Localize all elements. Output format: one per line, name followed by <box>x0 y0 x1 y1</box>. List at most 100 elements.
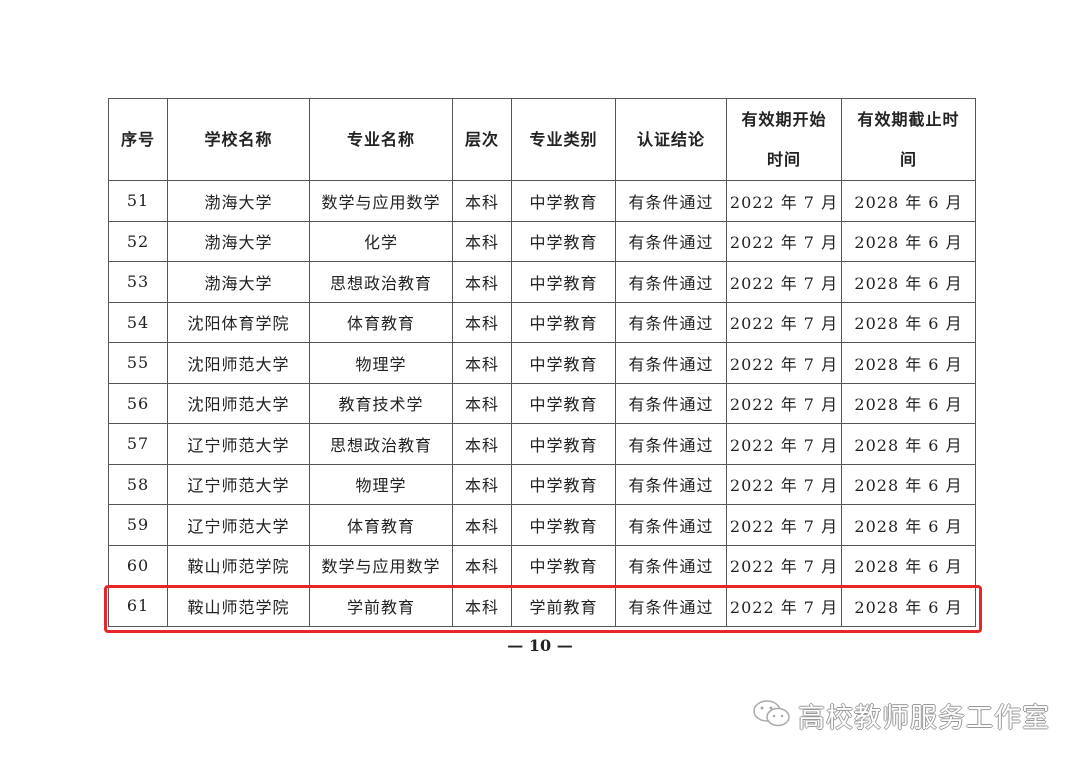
cell-school: 辽宁师范大学 <box>167 504 310 546</box>
cell-conclusion: 有条件通过 <box>615 382 727 424</box>
header-line: 专业名称 <box>346 129 415 149</box>
highlight-box <box>104 585 982 633</box>
cell-major: 教育技术学 <box>309 382 453 424</box>
cell-index: 61 <box>108 585 168 627</box>
cell-conclusion: 有条件通过 <box>615 180 727 222</box>
header-start: 有效期开始 时间 <box>726 98 842 181</box>
cell-end: 2028 年 6 月 <box>841 463 976 505</box>
table-row: 60 鞍山师范学院 数学与应用数学 本科 中学教育 有条件通过 2022 年 7 月 2028… <box>108 544 976 586</box>
cell-index: 56 <box>108 382 168 424</box>
cell-conclusion: 有条件通过 <box>615 504 727 546</box>
cell-school: 渤海大学 <box>167 261 310 303</box>
cell-level: 本科 <box>452 504 512 546</box>
table-row: 58 辽宁师范大学 物理学 本科 中学教育 有条件通过 2022 年 7 月 2028 年 6… <box>108 463 976 505</box>
cell-major: 数学与应用数学 <box>309 180 453 222</box>
cell-level: 本科 <box>452 342 512 384</box>
cell-category: 中学教育 <box>511 544 616 586</box>
header-level: 层次 <box>452 98 512 181</box>
watermark: 高校教师服务工作室 <box>752 696 1050 735</box>
header-line: 专业类别 <box>529 129 598 149</box>
cell-school: 渤海大学 <box>167 220 310 262</box>
header-line: 认证结论 <box>636 129 705 149</box>
cell-end: 2028 年 6 月 <box>841 261 976 303</box>
table-row: 61 鞍山师范学院 学前教育 本科 学前教育 有条件通过 2022 年 7 月 2028 年 … <box>108 585 976 627</box>
cell-major: 体育教育 <box>309 504 453 546</box>
wechat-icon <box>752 698 792 734</box>
header-line: 有效期截止时 <box>857 109 960 129</box>
cell-start: 2022 年 7 月 <box>726 342 842 384</box>
cell-school: 沈阳师范大学 <box>167 342 310 384</box>
cell-level: 本科 <box>452 423 512 465</box>
cell-category: 中学教育 <box>511 423 616 465</box>
certification-table: 序号 学校名称 专业名称 层次 专业类别 认证结论 有效期开始 时间 有效期截止时间 51 渤海大… <box>108 98 976 627</box>
header-line: 间 <box>899 149 917 169</box>
cell-conclusion: 有条件通过 <box>615 301 727 343</box>
cell-index: 54 <box>108 301 168 343</box>
cell-end: 2028 年 6 月 <box>841 220 976 262</box>
cell-start: 2022 年 7 月 <box>726 504 842 546</box>
cell-conclusion: 有条件通过 <box>615 463 727 505</box>
cell-conclusion: 有条件通过 <box>615 220 727 262</box>
cell-start: 2022 年 7 月 <box>726 180 842 222</box>
table-row: 55 沈阳师范大学 物理学 本科 中学教育 有条件通过 2022 年 7 月 2028 年 6… <box>108 342 976 384</box>
cell-major: 体育教育 <box>309 301 453 343</box>
cell-school: 鞍山师范学院 <box>167 544 310 586</box>
header-school: 学校名称 <box>167 98 310 181</box>
table-row: 54 沈阳体育学院 体育教育 本科 中学教育 有条件通过 2022 年 7 月 2028 年 … <box>108 301 976 343</box>
cell-conclusion: 有条件通过 <box>615 261 727 303</box>
cell-start: 2022 年 7 月 <box>726 585 842 627</box>
header-index: 序号 <box>108 98 168 181</box>
cell-level: 本科 <box>452 382 512 424</box>
header-category: 专业类别 <box>511 98 616 181</box>
cell-school: 渤海大学 <box>167 180 310 222</box>
cell-major: 化学 <box>309 220 453 262</box>
cell-index: 51 <box>108 180 168 222</box>
cell-end: 2028 年 6 月 <box>841 504 976 546</box>
cell-end: 2028 年 6 月 <box>841 585 976 627</box>
cell-level: 本科 <box>452 301 512 343</box>
cell-category: 中学教育 <box>511 261 616 303</box>
cell-category: 中学教育 <box>511 342 616 384</box>
cell-start: 2022 年 7 月 <box>726 261 842 303</box>
cell-end: 2028 年 6 月 <box>841 423 976 465</box>
cell-level: 本科 <box>452 463 512 505</box>
table-row: 51 渤海大学 数学与应用数学 本科 中学教育 有条件通过 2022 年 7 月 2028 年… <box>108 180 976 222</box>
table-row: 53 渤海大学 思想政治教育 本科 中学教育 有条件通过 2022 年 7 月 2028 年 … <box>108 261 976 303</box>
watermark-text: 高校教师服务工作室 <box>798 703 1050 734</box>
cell-end: 2028 年 6 月 <box>841 180 976 222</box>
header-line: 层次 <box>464 129 499 149</box>
cell-index: 53 <box>108 261 168 303</box>
cell-end: 2028 年 6 月 <box>841 301 976 343</box>
header-end: 有效期截止时间 <box>841 98 976 181</box>
cell-start: 2022 年 7 月 <box>726 463 842 505</box>
cell-index: 52 <box>108 220 168 262</box>
cell-index: 60 <box>108 544 168 586</box>
cell-school: 鞍山师范学院 <box>167 585 310 627</box>
cell-end: 2028 年 6 月 <box>841 382 976 424</box>
header-line: 序号 <box>120 129 155 149</box>
cell-level: 本科 <box>452 544 512 586</box>
cell-major: 数学与应用数学 <box>309 544 453 586</box>
cell-start: 2022 年 7 月 <box>726 423 842 465</box>
cell-end: 2028 年 6 月 <box>841 544 976 586</box>
header-conclusion: 认证结论 <box>615 98 727 181</box>
cell-school: 沈阳师范大学 <box>167 382 310 424</box>
cell-start: 2022 年 7 月 <box>726 301 842 343</box>
cell-start: 2022 年 7 月 <box>726 544 842 586</box>
table-row: 59 辽宁师范大学 体育教育 本科 中学教育 有条件通过 2022 年 7 月 2028 年 … <box>108 504 976 546</box>
cell-conclusion: 有条件通过 <box>615 423 727 465</box>
cell-category: 中学教育 <box>511 220 616 262</box>
cell-category: 中学教育 <box>511 504 616 546</box>
cell-school: 沈阳体育学院 <box>167 301 310 343</box>
cell-major: 物理学 <box>309 463 453 505</box>
table-row: 56 沈阳师范大学 教育技术学 本科 中学教育 有条件通过 2022 年 7 月 2028 年… <box>108 382 976 424</box>
header-line: 有效期开始 <box>741 109 827 129</box>
cell-category: 中学教育 <box>511 382 616 424</box>
cell-index: 59 <box>108 504 168 546</box>
cell-category: 中学教育 <box>511 301 616 343</box>
cell-end: 2028 年 6 月 <box>841 342 976 384</box>
cell-category: 中学教育 <box>511 463 616 505</box>
cell-major: 物理学 <box>309 342 453 384</box>
header-line: 学校名称 <box>204 129 273 149</box>
page-number: — 10 — <box>507 636 573 655</box>
